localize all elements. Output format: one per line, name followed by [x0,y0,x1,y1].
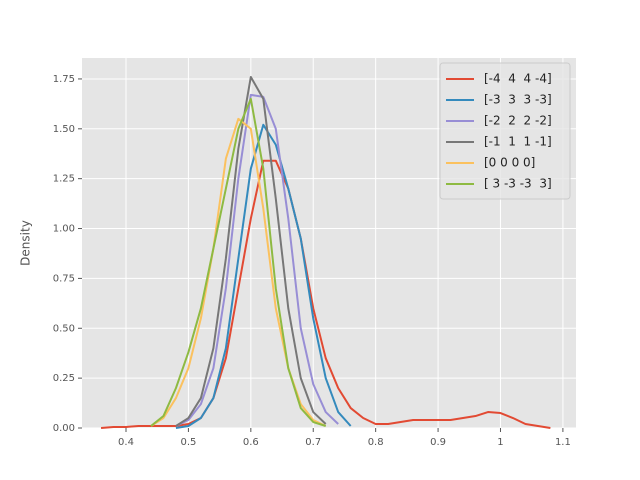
x-tick-label: 0.9 [430,437,446,448]
x-tick-label: 1 [497,437,503,448]
line-series [175,93,339,427]
y-tick-label: 1.75 [53,74,75,85]
legend-label: [-2 2 2 -2] [484,114,552,128]
x-tick-label: 0.6 [243,437,259,448]
x-tick-label: 1.1 [555,437,571,448]
x-tick-label: 0.8 [368,437,384,448]
y-tick-label: 0.25 [53,373,75,384]
legend-label: [ 3 -3 -3 3] [484,177,552,191]
x-tick-label: 0.7 [305,437,321,448]
x-tick-label: 0.4 [118,437,134,448]
y-tick-label: 0.50 [53,323,75,334]
y-axis-label: Density [19,220,33,266]
y-tick-label: 1.25 [53,174,75,185]
line-series [175,123,352,429]
legend-label: [-3 3 3 -3] [484,93,552,107]
y-tick-label: 1.00 [53,224,75,235]
line-series [175,75,327,427]
line-series [150,97,327,427]
legend-label: [-4 4 4 -4] [484,72,552,86]
y-tick-label: 1.50 [53,124,75,135]
y-tick-label: 0.00 [53,423,75,434]
legend-box [439,62,571,200]
legend-label: [0 0 0 0] [484,156,535,170]
legend-label: [-1 1 1 -1] [484,135,552,149]
x-tick-label: 0.5 [180,437,196,448]
y-tick-label: 0.75 [53,273,75,284]
